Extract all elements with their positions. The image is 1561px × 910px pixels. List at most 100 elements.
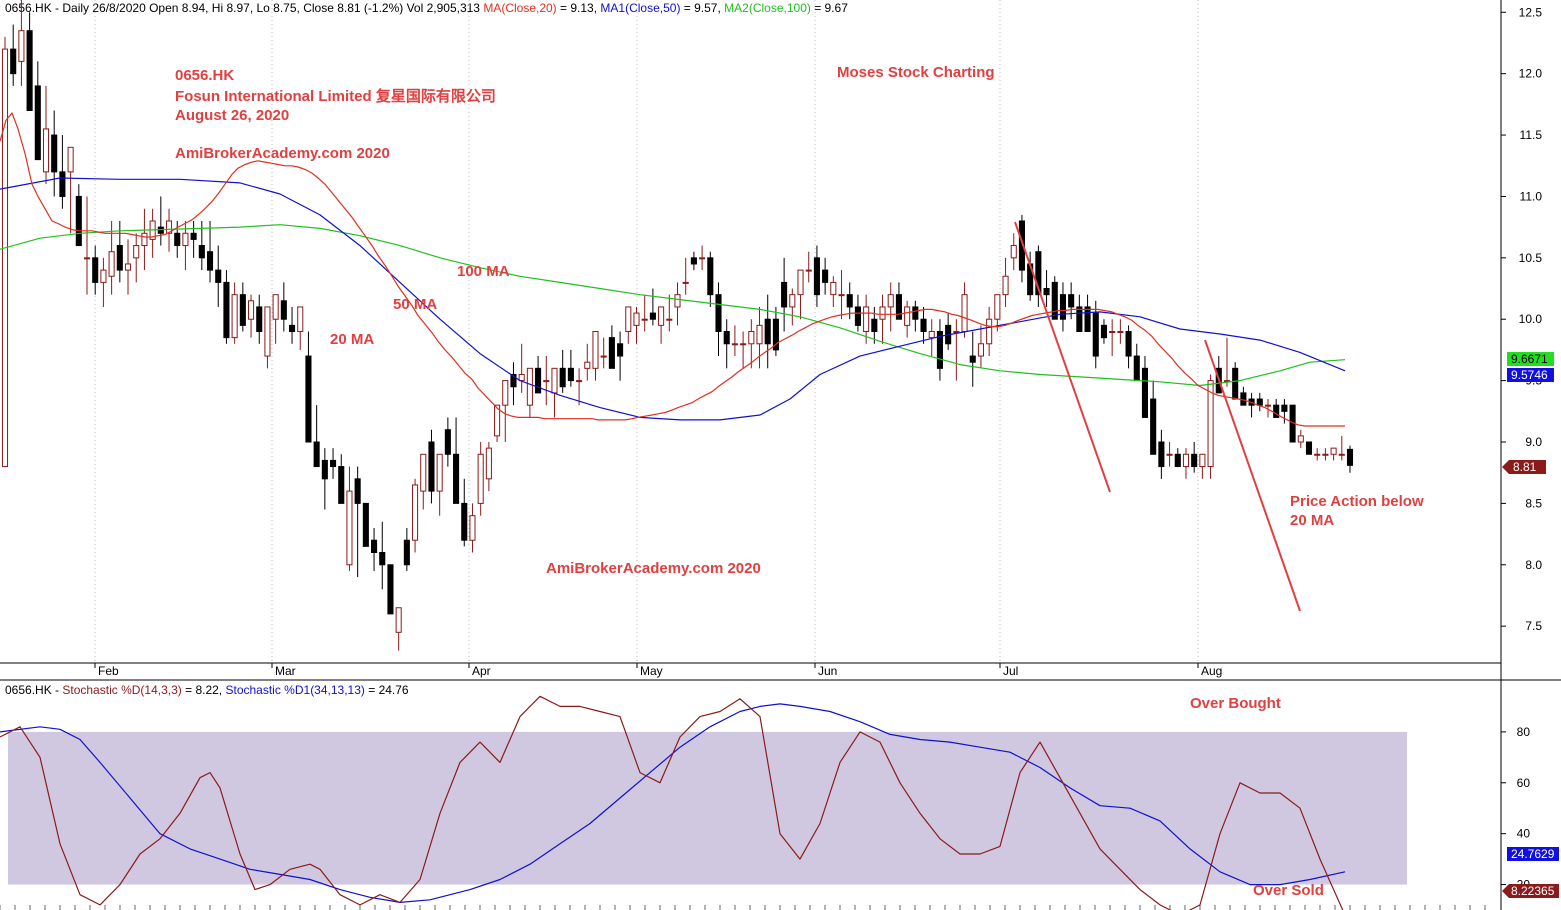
candle-body <box>100 269 107 283</box>
candle-body <box>764 318 771 345</box>
candle-up <box>863 294 870 344</box>
candle-up <box>805 251 812 283</box>
candle-body <box>969 355 976 363</box>
candle-body <box>108 251 115 277</box>
candle-down <box>822 257 829 295</box>
candle-body <box>141 232 148 247</box>
candle-up <box>625 306 632 344</box>
month-label: Aug <box>1201 664 1222 678</box>
candle-down <box>444 417 451 467</box>
candle-body <box>584 361 591 369</box>
candle-down <box>379 521 386 590</box>
candle-body <box>1092 312 1099 357</box>
candle-body <box>535 367 542 394</box>
candle-body <box>1314 453 1321 456</box>
candle-up <box>149 208 156 258</box>
candle-body <box>1240 392 1247 406</box>
candle-body <box>846 294 853 308</box>
candle-up <box>477 442 484 516</box>
candle-up <box>576 368 583 406</box>
candle-down <box>559 349 566 393</box>
candle-body <box>1109 331 1116 333</box>
candle-up <box>592 331 599 381</box>
price-tick-label: 8.0 <box>1525 558 1542 572</box>
candle-down <box>354 466 361 578</box>
badge-ma100: 9.6671 <box>1507 352 1554 366</box>
candle-up <box>641 294 648 332</box>
candle-body <box>469 515 476 541</box>
candle-body <box>330 459 337 468</box>
candle-up <box>272 294 279 344</box>
candle-body <box>986 318 993 345</box>
price-tick-label: 11.5 <box>1520 128 1543 142</box>
candle-down <box>764 294 771 369</box>
candle-body <box>67 146 74 173</box>
candle-up <box>797 269 804 320</box>
annotation-date: August 26, 2020 <box>175 107 289 124</box>
candle-up <box>83 196 91 295</box>
badge-stoch-fast: 8.22365 <box>1502 884 1559 898</box>
candle-up <box>1223 337 1231 387</box>
candle-down <box>362 502 369 547</box>
candle-up <box>633 306 640 344</box>
candle-body <box>1068 294 1075 308</box>
label-50-ma: 50 MA <box>393 296 437 313</box>
candle-up <box>1322 448 1329 461</box>
candle-down <box>723 319 730 369</box>
stochastic-d-line <box>0 695 1344 910</box>
candle-body <box>395 607 402 633</box>
candle-body <box>165 220 173 234</box>
candle-body <box>600 355 607 358</box>
candle-body <box>1084 306 1091 333</box>
candle-down <box>1100 319 1108 344</box>
candle-body <box>592 331 599 369</box>
candle-down <box>26 12 33 112</box>
candle-up <box>1010 233 1017 271</box>
candle-body <box>42 128 50 173</box>
candle-down <box>256 294 263 344</box>
candle-up <box>879 294 886 344</box>
candle-body <box>190 232 197 240</box>
candle-up <box>395 607 402 651</box>
candle-body <box>994 294 1001 320</box>
candle-down <box>1125 325 1132 369</box>
stochastic-header: 0656.HK - Stochastic %D(14,3,3) = 8.22, … <box>5 683 409 697</box>
candle-up <box>247 294 255 338</box>
candle-down <box>206 221 214 283</box>
candle-body <box>576 380 583 383</box>
candle-up <box>1002 257 1009 307</box>
candle-body <box>625 306 632 333</box>
price-tick-label: 7.5 <box>1525 619 1542 633</box>
candle-body <box>247 300 255 320</box>
candle-down <box>1174 448 1181 468</box>
candle-body <box>649 312 656 320</box>
candle-up <box>977 325 984 369</box>
candle-up <box>231 282 238 344</box>
candle-body <box>1076 306 1083 333</box>
candle-body <box>813 257 820 296</box>
month-label: May <box>640 664 663 678</box>
candle-body <box>133 245 140 259</box>
month-label: Mar <box>275 664 296 678</box>
candle-down <box>1248 392 1255 418</box>
candle-body <box>444 429 451 455</box>
candle-body <box>264 306 271 357</box>
candle-body <box>1059 294 1066 320</box>
candle-up <box>658 306 665 344</box>
candle-up <box>1314 448 1321 461</box>
candle-body <box>346 490 353 566</box>
candle-body <box>10 48 17 75</box>
candle-down <box>280 282 287 332</box>
candle-body <box>206 251 214 271</box>
candle-up <box>1207 374 1214 479</box>
annotation-site-top: AmiBrokerAcademy.com 2020 <box>175 145 390 162</box>
candle-body <box>1133 355 1140 382</box>
candle-body <box>116 245 123 271</box>
candle-up <box>1297 429 1304 449</box>
candle-body <box>1199 453 1206 468</box>
candle-down <box>313 405 320 468</box>
candle-up <box>1 36 9 468</box>
candle-body <box>485 447 492 480</box>
candle-up <box>494 404 501 442</box>
candle-body <box>567 367 574 382</box>
